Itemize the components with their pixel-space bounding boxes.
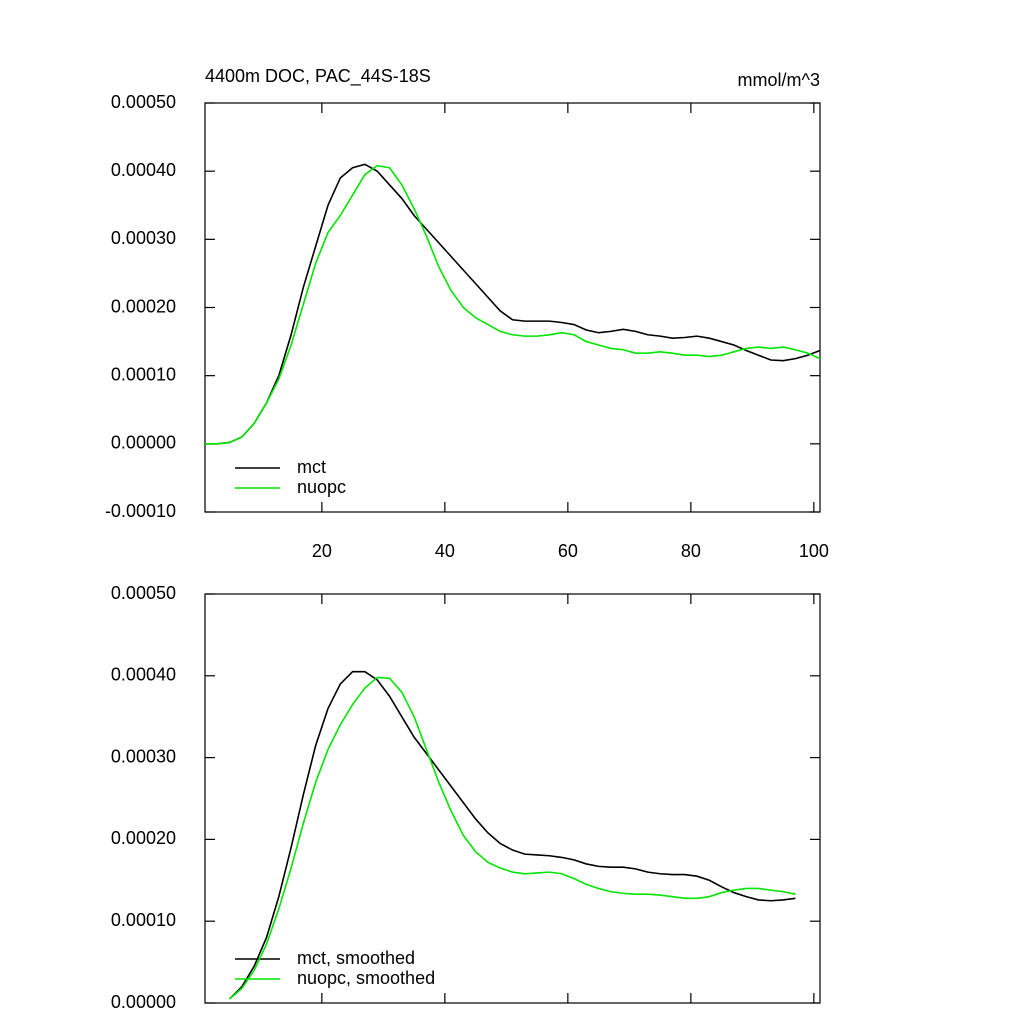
chart-title: 4400m DOC, PAC_44S-18S (205, 66, 431, 87)
data-line (205, 163, 821, 445)
plot-frame (204, 102, 821, 513)
data-line (205, 164, 821, 445)
data-line (229, 670, 796, 1000)
y-tick-label: 0.00020 (111, 296, 176, 316)
data-line (229, 676, 796, 1000)
x-tick-label: 20 (312, 541, 332, 561)
y-tick-label: 0.00040 (111, 160, 176, 180)
units-label: mmol/m^3 (738, 70, 820, 90)
y-tick-label: 0.00010 (111, 910, 176, 930)
legend-label: nuopc (297, 477, 346, 497)
x-tick-label: 100 (799, 541, 829, 561)
y-tick-label: 0.00050 (111, 583, 176, 603)
y-tick-label: -0.00010 (105, 501, 176, 521)
y-tick-label: 0.00010 (111, 364, 176, 384)
legend-label: nuopc, smoothed (297, 968, 435, 988)
y-tick-label: 0.00000 (111, 433, 176, 453)
x-tick-label: 80 (681, 541, 701, 561)
y-tick-label: 0.00030 (111, 746, 176, 766)
y-tick-label: 0.00030 (111, 228, 176, 248)
y-tick-label: 0.00000 (111, 992, 176, 1012)
y-tick-label: 0.00040 (111, 665, 176, 685)
x-tick-label: 40 (435, 541, 455, 561)
plot-frame (204, 593, 821, 1004)
y-tick-label: 0.00020 (111, 828, 176, 848)
x-tick-label: 60 (558, 541, 578, 561)
legend-label: mct, smoothed (297, 948, 415, 968)
y-tick-label: 0.00050 (111, 92, 176, 112)
legend-label: mct (297, 457, 326, 477)
